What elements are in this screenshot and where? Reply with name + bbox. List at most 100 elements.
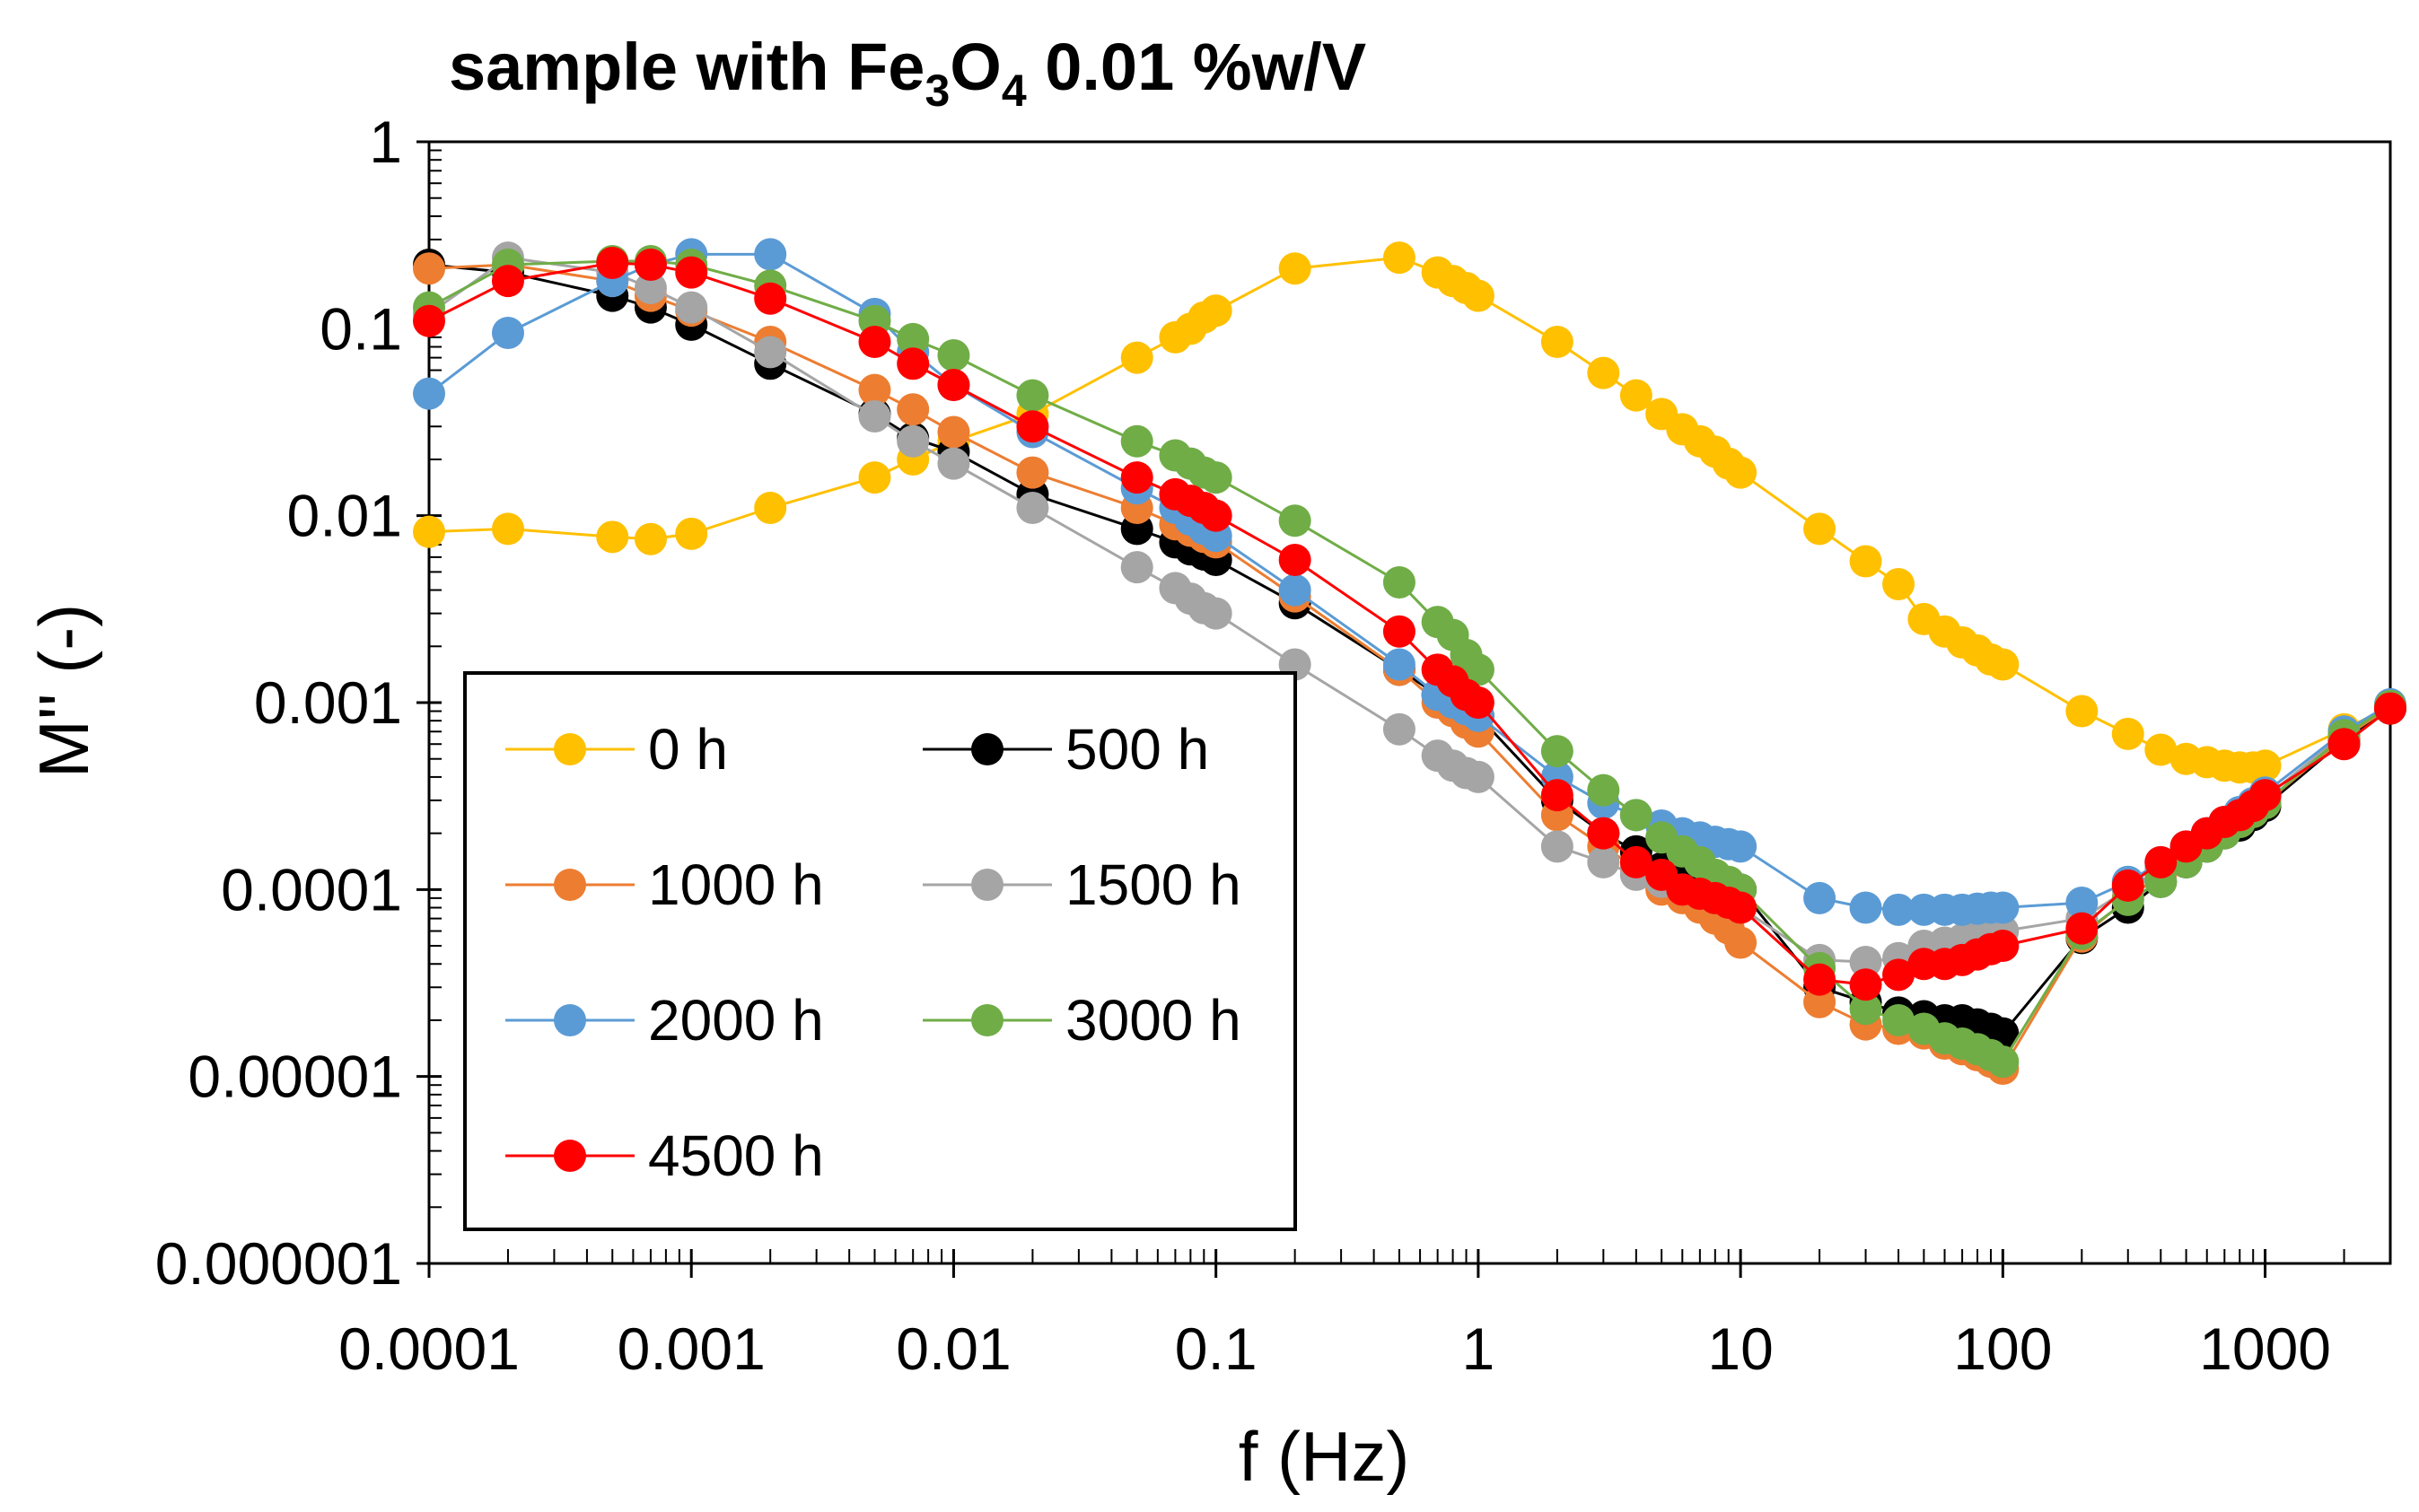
x-axis-title: f (Hz) bbox=[1239, 1417, 1410, 1496]
data-point bbox=[1278, 543, 1311, 576]
data-point bbox=[491, 316, 524, 349]
data-point bbox=[1461, 653, 1494, 686]
legend-item: 1500 h bbox=[923, 852, 1241, 917]
data-point bbox=[1016, 492, 1049, 525]
data-point bbox=[413, 252, 445, 285]
legend-marker bbox=[554, 733, 586, 765]
data-point bbox=[2111, 717, 2144, 750]
data-point bbox=[897, 424, 930, 458]
x-tick-label: 0.0001 bbox=[338, 1315, 520, 1382]
data-point bbox=[1724, 830, 1757, 863]
data-point bbox=[675, 291, 708, 324]
legend-label: 4500 h bbox=[648, 1123, 824, 1188]
x-tick-label: 0.001 bbox=[618, 1315, 766, 1382]
legend-item: 3000 h bbox=[923, 988, 1241, 1053]
data-point bbox=[1199, 294, 1232, 328]
data-point bbox=[1120, 461, 1153, 494]
data-point bbox=[2327, 728, 2361, 761]
legend-label: 0 h bbox=[648, 717, 728, 782]
data-point bbox=[1120, 341, 1153, 374]
data-point bbox=[1382, 241, 1415, 275]
data-point bbox=[1882, 568, 1915, 601]
data-point bbox=[1461, 760, 1494, 793]
data-point bbox=[2248, 779, 2282, 812]
data-point bbox=[1849, 946, 1882, 979]
title-part: O bbox=[950, 30, 1002, 104]
data-point bbox=[1382, 712, 1415, 746]
title-part: 0.01 %w/V bbox=[1027, 30, 1366, 104]
data-point bbox=[413, 377, 445, 410]
data-point bbox=[2065, 695, 2099, 728]
legend: 0 h 500 h 1000 h 1500 h 2000 h 3000 h 4500 h bbox=[463, 671, 1297, 1231]
data-point bbox=[1540, 830, 1573, 863]
data-point bbox=[937, 369, 970, 402]
x-tick-label: 1 bbox=[1462, 1315, 1495, 1382]
data-point bbox=[413, 304, 445, 337]
data-point bbox=[1278, 573, 1311, 607]
data-point bbox=[1120, 551, 1153, 584]
legend-marker bbox=[554, 1140, 586, 1172]
y-tick-label: 0.00001 bbox=[188, 1044, 402, 1110]
legend-marker bbox=[971, 1004, 1004, 1036]
data-point bbox=[634, 522, 667, 555]
y-tick-label: 1 bbox=[369, 109, 402, 175]
data-point bbox=[1199, 597, 1232, 630]
data-point bbox=[1803, 963, 1836, 996]
data-point bbox=[1278, 252, 1311, 285]
data-point bbox=[1803, 881, 1836, 914]
data-point bbox=[1849, 968, 1882, 1001]
data-point bbox=[1587, 817, 1620, 850]
x-tick-label: 10 bbox=[1707, 1315, 1773, 1382]
data-point bbox=[2144, 845, 2178, 878]
data-point bbox=[858, 399, 891, 433]
data-point bbox=[1882, 1003, 1915, 1036]
data-point bbox=[1382, 615, 1415, 648]
data-point bbox=[491, 265, 524, 298]
data-point bbox=[1986, 891, 2020, 924]
data-point bbox=[1120, 424, 1153, 458]
data-point bbox=[1587, 356, 1620, 389]
data-point bbox=[1016, 456, 1049, 489]
data-point bbox=[937, 339, 970, 372]
data-point bbox=[754, 282, 787, 315]
data-point bbox=[754, 238, 787, 271]
data-point bbox=[897, 347, 930, 380]
title-subscript: 3 bbox=[925, 66, 950, 116]
title-part: sample with Fe bbox=[449, 30, 925, 104]
data-point bbox=[897, 322, 930, 355]
data-point bbox=[1461, 686, 1494, 719]
data-point bbox=[858, 373, 891, 406]
legend-marker bbox=[971, 733, 1004, 765]
data-point bbox=[1540, 735, 1573, 768]
data-point bbox=[1849, 891, 1882, 924]
data-point bbox=[937, 415, 970, 449]
data-point bbox=[1587, 845, 1620, 878]
data-point bbox=[1849, 545, 1882, 578]
data-point bbox=[1619, 379, 1652, 412]
legend-item: 2000 h bbox=[505, 988, 824, 1053]
y-tick-label: 0.1 bbox=[320, 295, 402, 362]
data-point bbox=[491, 512, 524, 546]
data-point bbox=[937, 447, 970, 480]
data-point bbox=[754, 492, 787, 525]
data-point bbox=[1278, 504, 1311, 538]
legend-marker bbox=[554, 1004, 586, 1036]
legend-marker bbox=[554, 869, 586, 901]
data-point bbox=[1016, 379, 1049, 412]
y-tick-label: 0.0001 bbox=[221, 856, 402, 922]
data-point bbox=[413, 515, 445, 548]
data-point bbox=[1986, 648, 2020, 681]
data-point bbox=[1619, 845, 1652, 878]
data-point bbox=[1382, 648, 1415, 681]
x-tick-label: 1000 bbox=[2199, 1315, 2331, 1382]
y-tick-label: 0.01 bbox=[287, 483, 402, 549]
data-point bbox=[675, 256, 708, 289]
legend-label: 500 h bbox=[1065, 717, 1209, 782]
data-point bbox=[1199, 499, 1232, 532]
x-tick-label: 0.1 bbox=[1175, 1315, 1258, 1382]
data-point bbox=[1461, 279, 1494, 312]
data-point bbox=[634, 248, 667, 281]
data-point bbox=[2374, 692, 2406, 725]
data-point bbox=[1986, 1045, 2020, 1079]
